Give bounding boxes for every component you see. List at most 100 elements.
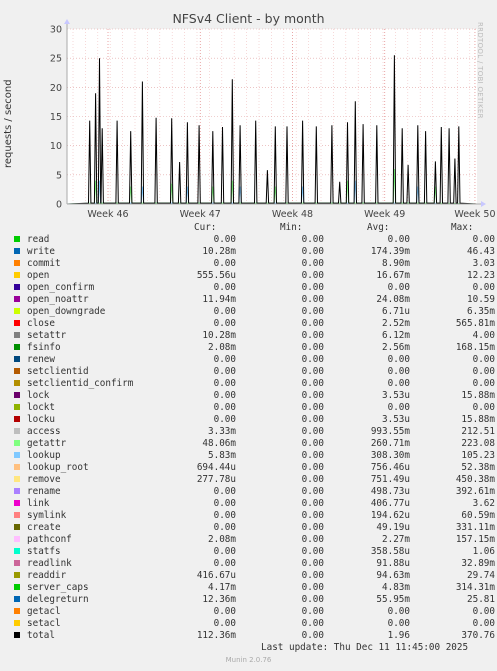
legend-name: setattr (27, 330, 67, 341)
legend-name: renew (27, 354, 55, 365)
legend-value-min: 0.00 (301, 630, 324, 641)
legend-row-rename: rename 0.00 0.00 498.73u 392.61m (12, 486, 497, 498)
legend-name: readlink (27, 558, 72, 569)
grid (67, 28, 477, 205)
legend-swatch (14, 488, 20, 494)
legend-value-max: 3.03 (472, 258, 495, 269)
legend-swatch (14, 560, 20, 566)
legend-value-max: 0.00 (472, 618, 495, 629)
legend-value-avg: 194.62u (370, 510, 410, 521)
legend-swatch (14, 440, 20, 446)
legend-value-avg: 6.71u (382, 306, 410, 317)
legend-value-avg: 2.56m (382, 342, 410, 353)
legend-value-min: 0.00 (301, 294, 324, 305)
legend-value-avg: 260.71m (370, 438, 410, 449)
legend-value-max: 0.00 (472, 354, 495, 365)
legend-value-avg: 94.63m (376, 570, 410, 581)
legend-row-total: total 112.36m 0.00 1.96 370.76 (12, 630, 497, 642)
legend-value-max: 450.38m (455, 474, 495, 485)
legend-value-max: 314.31m (455, 582, 495, 593)
legend-row-locku: locku 0.00 0.00 3.53u 15.88m (12, 414, 497, 426)
legend-value-max: 0.00 (472, 282, 495, 293)
legend-name: fsinfo (27, 342, 61, 353)
legend-row-pathconf: pathconf 2.08m 0.00 2.27m 157.15m (12, 534, 497, 546)
legend-value-min: 0.00 (301, 426, 324, 437)
legend-name: server_caps (27, 582, 89, 593)
legend-value-min: 0.00 (301, 474, 324, 485)
legend-value-min: 0.00 (301, 594, 324, 605)
legend-value-max: 46.43 (467, 246, 495, 257)
legend-value-min: 0.00 (301, 438, 324, 449)
y-tick-label: 5 (56, 170, 62, 181)
legend-value-min: 0.00 (301, 486, 324, 497)
legend-value-max: 15.88m (461, 390, 495, 401)
legend-value-avg: 174.39m (370, 246, 410, 257)
legend-value-avg: 0.00 (387, 606, 410, 617)
legend-value-max: 60.59m (461, 510, 495, 521)
legend-value-min: 0.00 (301, 582, 324, 593)
legend-value-cur: 0.00 (213, 558, 236, 569)
x-tick-label: Week 46 (87, 209, 128, 220)
legend-name: lookup_root (27, 462, 89, 473)
legend-row-open_confirm: open_confirm 0.00 0.00 0.00 0.00 (12, 282, 497, 294)
legend-value-cur: 0.00 (213, 282, 236, 293)
legend-swatch (14, 380, 20, 386)
legend-swatch (14, 248, 20, 254)
legend-row-setclientid: setclientid 0.00 0.00 0.00 0.00 (12, 366, 497, 378)
x-tick-label: Week 48 (272, 209, 313, 220)
legend-value-cur: 0.00 (213, 306, 236, 317)
series-getattr (66, 168, 478, 205)
legend-swatch (14, 332, 20, 338)
legend-value-min: 0.00 (301, 258, 324, 269)
legend-value-avg: 308.30m (370, 450, 410, 461)
legend-row-fsinfo: fsinfo 2.08m 0.00 2.56m 168.15m (12, 342, 497, 354)
legend-value-cur: 10.28m (202, 330, 236, 341)
legend-swatch (14, 584, 20, 590)
legend-value-avg: 0.00 (387, 402, 410, 413)
legend-value-cur: 2.08m (208, 534, 236, 545)
legend-name: statfs (27, 546, 61, 557)
legend-name: getattr (27, 438, 67, 449)
legend-value-avg: 16.67m (376, 270, 410, 281)
legend-value-cur: 277.78u (196, 474, 236, 485)
legend-name: setclientid_confirm (27, 378, 134, 389)
legend-row-lock: lock 0.00 0.00 3.53u 15.88m (12, 390, 497, 402)
legend-name: open_confirm (27, 282, 95, 293)
legend-value-min: 0.00 (301, 390, 324, 401)
legend-value-cur: 112.36m (196, 630, 236, 641)
legend-name: read (27, 234, 50, 245)
legend-value-max: 223.08 (461, 438, 495, 449)
legend-row-server_caps: server_caps 4.17m 0.00 4.83m 314.31m (12, 582, 497, 594)
legend-row-statfs: statfs 0.00 0.00 358.58u 1.06 (12, 546, 497, 558)
legend-value-max: 105.23 (461, 450, 495, 461)
legend-swatch (14, 536, 20, 542)
legend-value-max: 4.00 (472, 330, 495, 341)
legend-name: pathconf (27, 534, 72, 545)
x-tick-label: Week 50 (454, 209, 495, 220)
chart-title: NFSv4 Client - by month (172, 11, 325, 26)
legend-swatch (14, 356, 20, 362)
legend-value-min: 0.00 (301, 282, 324, 293)
y-tick-label: 10 (50, 141, 62, 152)
legend-value-min: 0.00 (301, 450, 324, 461)
legend-swatch (14, 284, 20, 290)
legend-value-avg: 0.00 (387, 618, 410, 629)
legend-value-cur: 0.00 (213, 618, 236, 629)
legend-value-max: 15.88m (461, 414, 495, 425)
legend-value-avg: 49.19u (376, 522, 410, 533)
legend-value-min: 0.00 (301, 558, 324, 569)
y-tick-label: 25 (50, 54, 62, 65)
legend-value-avg: 0.00 (387, 234, 410, 245)
legend-name: setclientid (27, 366, 89, 377)
legend-value-avg: 756.46u (370, 462, 410, 473)
legend-value-max: 0.00 (472, 402, 495, 413)
legend-value-max: 6.35m (467, 306, 495, 317)
legend-value-min: 0.00 (301, 522, 324, 533)
legend-value-max: 565.81m (455, 318, 495, 329)
legend-value-avg: 8.90m (382, 258, 410, 269)
series-layer (66, 55, 478, 205)
last-update: Last update: Thu Dec 11 11:45:00 2025 (261, 642, 469, 653)
legend-value-max: 3.62 (472, 498, 495, 509)
legend-value-min: 0.00 (301, 462, 324, 473)
legend-swatch (14, 524, 20, 530)
